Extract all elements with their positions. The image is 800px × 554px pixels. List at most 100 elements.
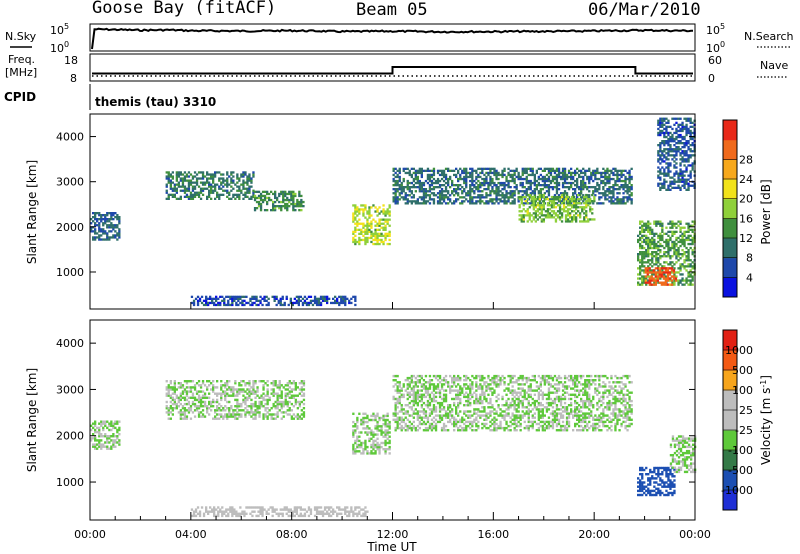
- heatmap-cell-1: [266, 417, 269, 420]
- heatmap-cell-3: [430, 426, 434, 430]
- heatmap-cell-1: [193, 386, 197, 389]
- heatmap-cell-0: [118, 443, 121, 446]
- heatmap-cell-3: [402, 412, 405, 415]
- heatmap-cell-4: [418, 167, 421, 170]
- colorbar-tick-label: 4: [746, 271, 753, 284]
- heatmap-cell-1: [244, 396, 247, 399]
- heatmap-cell-1: [193, 384, 197, 387]
- heatmap-cell-1: [179, 197, 182, 200]
- heatmap-cell-6: [667, 242, 670, 246]
- heatmap-cell-5: [522, 216, 525, 219]
- heatmap-cell-1: [179, 189, 182, 192]
- heatmap-cell-5: [575, 200, 578, 203]
- heatmap-cell-2: [282, 205, 285, 208]
- heatmap-cell-4: [424, 190, 428, 193]
- heatmap-cell-3: [376, 214, 379, 217]
- heatmap-cell-4: [515, 186, 518, 189]
- heatmap-cell-5: [573, 202, 576, 205]
- heatmap-cell-5: [532, 195, 535, 199]
- heatmap-cell-3: [362, 222, 365, 225]
- heatmap-cell-5: [562, 198, 566, 201]
- heatmap-cell-1: [272, 417, 275, 420]
- heatmap-cell-1: [282, 386, 285, 389]
- heatmap-cell-9: [673, 182, 676, 185]
- heatmap-cell-1: [238, 382, 241, 385]
- heatmap-cell-2: [364, 427, 367, 430]
- heatmap-cell-5: [560, 216, 564, 219]
- heatmap-cell-5: [575, 204, 578, 207]
- heatmap-cell-9: [687, 131, 690, 135]
- heatmap-cell-8: [352, 295, 355, 298]
- heatmap-cell-6: [687, 224, 690, 227]
- heatmap-cell-1: [234, 409, 237, 412]
- heatmap-cell-1: [290, 382, 293, 385]
- heatmap-cell-1: [236, 398, 239, 402]
- heatmap-cell-2: [376, 443, 379, 447]
- heatmap-cell-3: [392, 374, 395, 378]
- heatmap-cell-4: [598, 188, 601, 191]
- heatmap-cell-4: [495, 192, 498, 195]
- heatmap-cell-3: [432, 408, 436, 411]
- heatmap-cell-6: [663, 246, 666, 250]
- heatmap-cell-3: [402, 420, 405, 424]
- heatmap-cell-0: [110, 445, 113, 448]
- heatmap-cell-2: [354, 429, 357, 432]
- heatmap-cell-3: [440, 408, 444, 411]
- heatmap-cell-3: [370, 206, 373, 209]
- heatmap-cell-9: [661, 186, 664, 189]
- heatmap-cell-4: [463, 200, 466, 203]
- heatmap-cell-1: [220, 193, 223, 196]
- heatmap-cell-6: [675, 261, 678, 264]
- heatmap-cell-5: [585, 206, 588, 209]
- heatmap-cell-2: [288, 190, 291, 193]
- heatmap-cell-1: [214, 189, 217, 192]
- heatmap-cell-2: [354, 425, 357, 428]
- heatmap-cell-4: [457, 171, 460, 175]
- heatmap-cell-1: [254, 402, 257, 406]
- heatmap-cell-0: [96, 426, 99, 430]
- colorbar-tick-label: 8: [746, 252, 753, 265]
- heatmap-cell-9: [673, 140, 676, 143]
- heatmap-cell-0: [110, 424, 113, 427]
- heatmap-cell-4: [428, 169, 432, 172]
- heatmap-cell-4: [614, 169, 617, 172]
- heatmap-cell-5: [571, 195, 574, 199]
- heatmap-cell-1: [228, 413, 231, 416]
- heatmap-cell-4: [471, 175, 474, 179]
- heatmap-cell-9: [673, 178, 676, 181]
- heatmap-cell-3: [442, 424, 446, 428]
- heatmap-cell-1: [276, 405, 279, 408]
- heatmap-cell-3: [366, 222, 369, 225]
- heatmap-cell-3: [380, 210, 383, 213]
- heatmap-cell-1: [165, 185, 168, 188]
- heatmap-cell-1: [232, 179, 235, 182]
- heatmap-cell-4: [426, 175, 430, 179]
- heatmap-cell-5: [550, 210, 554, 213]
- heatmap-cell-4: [459, 202, 462, 205]
- heatmap-cell-2: [280, 200, 283, 204]
- heatmap-cell-4: [453, 173, 456, 177]
- heatmap-cell-1: [165, 386, 168, 389]
- heatmap-cell-6: [659, 257, 662, 260]
- heatmap-cell-0: [98, 445, 101, 448]
- heatmap-cell-7: [660, 281, 663, 284]
- heatmap-cell-4: [410, 200, 413, 203]
- heatmap-cell-4: [495, 184, 498, 187]
- heatmap-cell-4: [483, 167, 486, 170]
- heatmap-cell-5: [562, 204, 566, 207]
- heatmap-cell-3: [362, 224, 365, 227]
- heatmap-cell-1: [222, 390, 225, 393]
- heatmap-cell-1: [181, 413, 185, 416]
- heatmap-cell-3: [457, 420, 460, 424]
- heatmap-cell-2: [380, 425, 383, 428]
- heatmap-cell-6: [691, 267, 694, 270]
- heatmap-cell-4: [457, 186, 460, 189]
- heatmap-cell-4: [505, 184, 508, 187]
- heatmap-cell-1: [189, 195, 193, 198]
- heatmap-cell-2: [366, 420, 369, 424]
- heatmap-cell-4: [574, 192, 577, 195]
- heatmap-cell-1: [197, 396, 201, 399]
- heatmap-cell-7: [648, 281, 651, 284]
- heatmap-cell-2: [274, 205, 277, 208]
